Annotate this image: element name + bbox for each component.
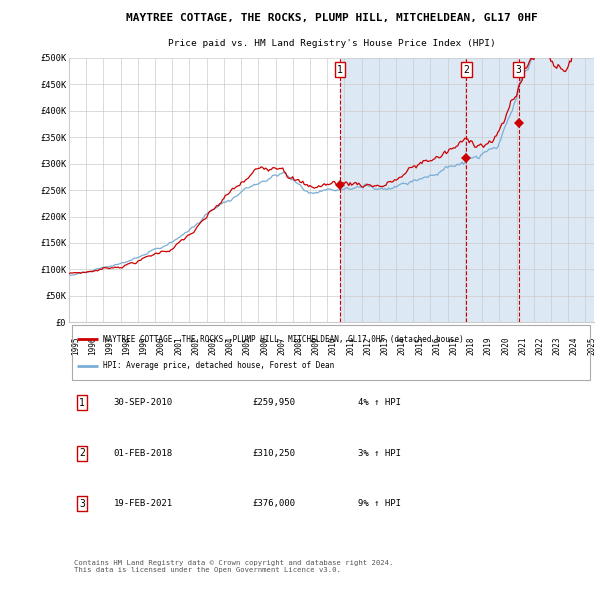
Text: 1: 1 xyxy=(79,398,85,408)
Text: 2024: 2024 xyxy=(570,337,579,355)
Text: 01-FEB-2018: 01-FEB-2018 xyxy=(113,449,173,458)
Text: MAYTREE COTTAGE, THE ROCKS, PLUMP HILL, MITCHELDEAN, GL17 0HF (detached house): MAYTREE COTTAGE, THE ROCKS, PLUMP HILL, … xyxy=(103,335,464,344)
Text: 2016: 2016 xyxy=(432,337,441,355)
Text: 19-FEB-2021: 19-FEB-2021 xyxy=(113,499,173,508)
Text: 3% ↑ HPI: 3% ↑ HPI xyxy=(358,449,401,458)
Text: 2004: 2004 xyxy=(226,337,235,355)
Text: 30-SEP-2010: 30-SEP-2010 xyxy=(113,398,173,408)
Text: 2020: 2020 xyxy=(501,337,510,355)
Text: 2025: 2025 xyxy=(587,337,596,355)
Text: 1995: 1995 xyxy=(71,337,80,355)
Text: 2000: 2000 xyxy=(157,337,166,355)
Text: 2002: 2002 xyxy=(191,337,200,355)
Bar xyxy=(69,58,340,322)
Text: 2011: 2011 xyxy=(346,337,355,355)
Text: £310,250: £310,250 xyxy=(253,449,296,458)
Text: 1997: 1997 xyxy=(105,337,114,355)
Text: 2017: 2017 xyxy=(449,337,458,355)
Text: 2023: 2023 xyxy=(553,337,562,355)
Text: 2022: 2022 xyxy=(535,337,544,355)
Text: 3: 3 xyxy=(79,499,85,509)
Text: 1: 1 xyxy=(337,65,343,75)
Text: Price paid vs. HM Land Registry's House Price Index (HPI): Price paid vs. HM Land Registry's House … xyxy=(167,39,496,48)
Text: 2015: 2015 xyxy=(415,337,424,355)
Text: 1999: 1999 xyxy=(140,337,149,355)
Text: HPI: Average price, detached house, Forest of Dean: HPI: Average price, detached house, Fore… xyxy=(103,361,334,371)
Text: 2018: 2018 xyxy=(467,337,476,355)
Text: 2003: 2003 xyxy=(208,337,217,355)
Text: 2008: 2008 xyxy=(295,337,304,355)
Text: 2019: 2019 xyxy=(484,337,493,355)
Text: 3: 3 xyxy=(516,65,522,75)
Text: 2005: 2005 xyxy=(243,337,252,355)
Text: 2009: 2009 xyxy=(312,337,321,355)
Text: 2001: 2001 xyxy=(174,337,183,355)
Bar xyxy=(340,58,600,322)
Text: 1998: 1998 xyxy=(122,337,131,355)
Text: 2014: 2014 xyxy=(398,337,407,355)
Text: 2: 2 xyxy=(79,448,85,458)
Text: MAYTREE COTTAGE, THE ROCKS, PLUMP HILL, MITCHELDEAN, GL17 0HF: MAYTREE COTTAGE, THE ROCKS, PLUMP HILL, … xyxy=(125,13,538,23)
Text: 2013: 2013 xyxy=(380,337,389,355)
Text: 9% ↑ HPI: 9% ↑ HPI xyxy=(358,499,401,508)
Text: 2012: 2012 xyxy=(364,337,373,355)
Text: 1996: 1996 xyxy=(88,337,97,355)
Text: 2010: 2010 xyxy=(329,337,338,355)
Text: 2007: 2007 xyxy=(277,337,286,355)
Text: 2021: 2021 xyxy=(518,337,527,355)
Text: £259,950: £259,950 xyxy=(253,398,296,408)
Text: Contains HM Land Registry data © Crown copyright and database right 2024.
This d: Contains HM Land Registry data © Crown c… xyxy=(74,560,394,573)
Text: 2006: 2006 xyxy=(260,337,269,355)
Text: £376,000: £376,000 xyxy=(253,499,296,508)
Text: 4% ↑ HPI: 4% ↑ HPI xyxy=(358,398,401,408)
Text: 2: 2 xyxy=(463,65,469,75)
